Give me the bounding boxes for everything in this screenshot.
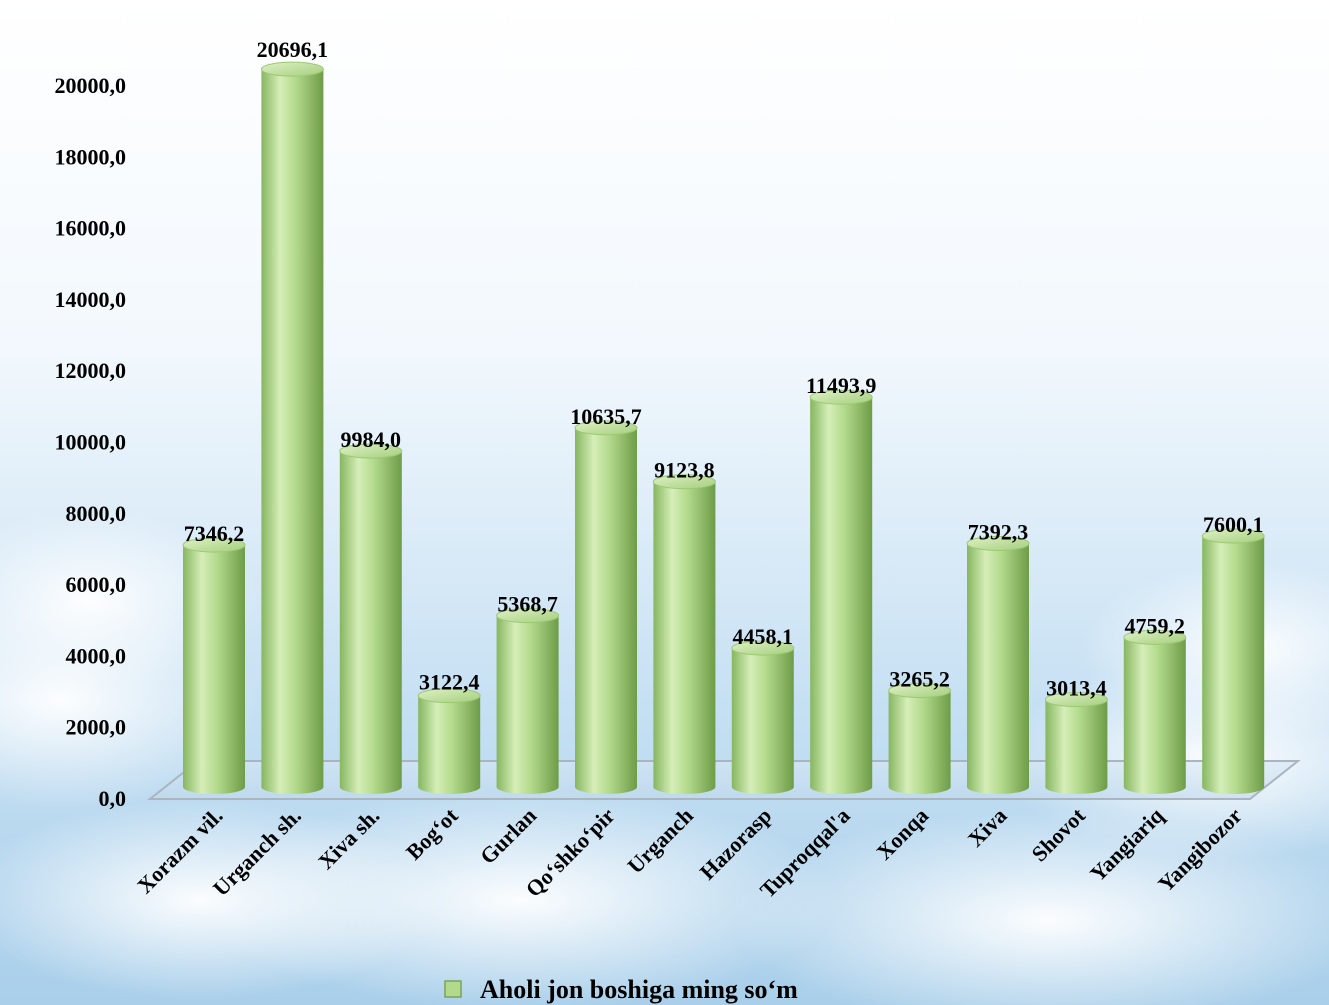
- data-label: 9984,0: [341, 427, 402, 452]
- bar-body: [339, 451, 402, 794]
- bar: [339, 443, 403, 794]
- bar: [574, 420, 638, 794]
- bar-cap: [260, 61, 324, 77]
- data-label: 5368,7: [497, 592, 558, 617]
- y-tick-label: 0,0: [99, 786, 127, 811]
- bar-cap: [182, 537, 246, 553]
- data-label: 7346,2: [184, 521, 245, 546]
- bar: [1123, 629, 1187, 794]
- bar-body: [810, 397, 873, 794]
- bar-cap: [1201, 528, 1265, 544]
- bar-cap: [888, 683, 952, 699]
- bar: [1201, 528, 1265, 794]
- data-label: 10635,7: [570, 404, 642, 429]
- bar-cap: [731, 640, 795, 656]
- bar: [809, 389, 873, 794]
- data-label: 3122,4: [419, 670, 480, 695]
- y-tick-label: 2000,0: [66, 715, 127, 740]
- bar: [966, 535, 1030, 794]
- bar-body: [731, 648, 794, 794]
- y-tick-label: 4000,0: [66, 643, 127, 668]
- bar-cap: [417, 688, 481, 704]
- data-label: 4759,2: [1125, 613, 1186, 638]
- y-tick-label: 8000,0: [66, 501, 127, 526]
- bar-cap: [1123, 629, 1187, 645]
- bar-body: [183, 545, 245, 794]
- bar-body: [1202, 536, 1265, 794]
- data-label: 20696,1: [257, 37, 329, 62]
- bar: [260, 61, 324, 795]
- bar-body: [653, 481, 716, 794]
- bar-cap: [1044, 692, 1108, 708]
- bar-cap: [574, 420, 638, 436]
- legend-swatch: [444, 980, 462, 998]
- bar-cap: [966, 535, 1030, 551]
- bar-cap: [809, 389, 873, 405]
- data-label: 3265,2: [889, 667, 950, 692]
- bar: [731, 640, 795, 794]
- data-label: 11493,9: [806, 373, 876, 398]
- bar: [1044, 692, 1108, 794]
- bar: [496, 608, 560, 794]
- y-tick-label: 10000,0: [55, 430, 127, 455]
- bar: [652, 474, 716, 794]
- bar-body: [1045, 699, 1108, 794]
- y-tick-label: 6000,0: [66, 572, 127, 597]
- bar-cap: [652, 474, 716, 490]
- y-tick-label: 20000,0: [55, 73, 127, 98]
- bar-body: [261, 69, 324, 795]
- bar: [417, 688, 481, 794]
- data-label: 9123,8: [654, 458, 715, 483]
- legend: Aholi jon boshiga ming so‘m: [444, 975, 798, 1004]
- data-label: 7392,3: [968, 519, 1029, 544]
- bar-body: [967, 543, 1029, 794]
- bar-body: [1123, 637, 1186, 794]
- bar-body: [496, 615, 559, 794]
- data-label: 7600,1: [1203, 512, 1264, 537]
- y-tick-label: 14000,0: [55, 287, 127, 312]
- bar-cap: [496, 608, 560, 624]
- bar: [888, 683, 952, 794]
- bar-body: [888, 690, 951, 794]
- bar-body: [418, 695, 481, 794]
- data-label: 3013,4: [1046, 676, 1107, 701]
- y-tick-label: 12000,0: [55, 358, 127, 383]
- data-label: 4458,1: [733, 624, 794, 649]
- legend-label: Aholi jon boshiga ming so‘m: [480, 975, 798, 1004]
- bar: [182, 537, 246, 794]
- y-tick-label: 18000,0: [55, 144, 127, 169]
- bar-cap: [339, 443, 403, 459]
- bar-body: [575, 427, 637, 794]
- y-tick-label: 16000,0: [55, 216, 127, 241]
